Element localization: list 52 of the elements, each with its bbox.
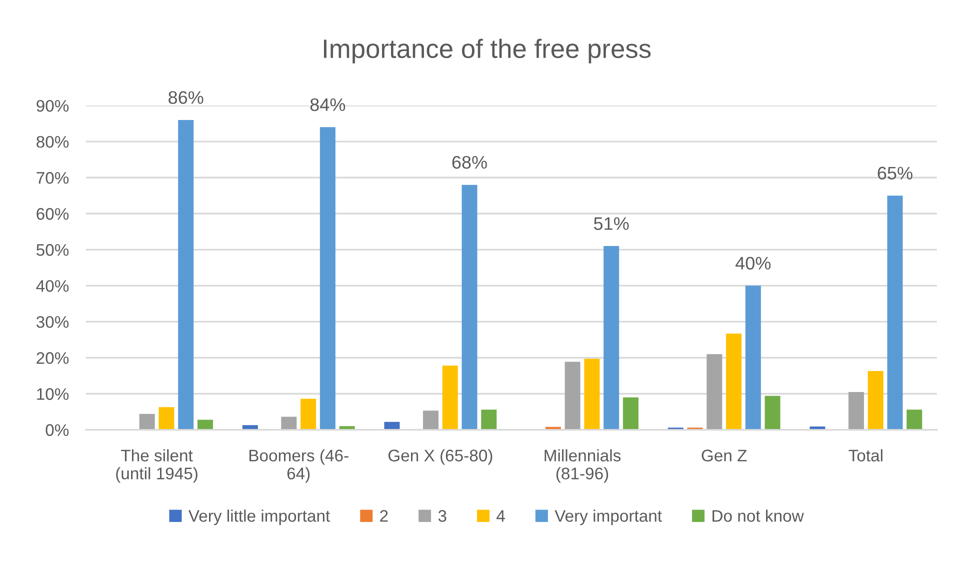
data-label: 84% bbox=[310, 98, 346, 112]
bar bbox=[300, 398, 316, 430]
y-tick-label: 90% bbox=[36, 100, 69, 112]
bar bbox=[584, 358, 600, 430]
y-tick-label: 40% bbox=[36, 280, 69, 292]
y-tick-label: 10% bbox=[37, 388, 69, 400]
bar bbox=[139, 414, 155, 430]
legend-label: 2 bbox=[380, 510, 388, 522]
y-tick-label: 70% bbox=[36, 172, 69, 184]
bar bbox=[462, 184, 478, 430]
x-tick-label: Millennials (81-96) bbox=[544, 449, 621, 483]
bar bbox=[320, 127, 336, 430]
bar bbox=[281, 416, 297, 430]
chart-title: Importance of the free press bbox=[324, 38, 651, 64]
bar bbox=[887, 196, 903, 430]
bar bbox=[564, 362, 580, 430]
bar bbox=[745, 286, 761, 430]
y-tick-label: 50% bbox=[36, 244, 69, 256]
bar bbox=[726, 334, 742, 430]
x-tick-label: The silent (until 1945) bbox=[116, 449, 198, 483]
data-label: 68% bbox=[452, 156, 487, 169]
bar bbox=[848, 392, 864, 430]
bar bbox=[197, 420, 213, 430]
data-label: 65% bbox=[878, 166, 912, 180]
legend-label: Do not know bbox=[712, 510, 804, 522]
y-tick-label: 60% bbox=[36, 208, 69, 220]
bar bbox=[442, 366, 458, 430]
y-tick-label: 30% bbox=[36, 316, 69, 328]
bar bbox=[706, 354, 722, 430]
y-tick-label: 20% bbox=[36, 352, 69, 364]
legend-label: 4 bbox=[496, 510, 505, 522]
legend-label: Very important bbox=[554, 510, 662, 526]
legend-label: 3 bbox=[438, 510, 446, 522]
bar bbox=[868, 371, 884, 430]
data-label: 86% bbox=[168, 91, 204, 104]
data-label: 40% bbox=[736, 256, 771, 270]
bar bbox=[764, 396, 780, 430]
x-tick-label: Total bbox=[848, 449, 882, 462]
bar bbox=[622, 397, 638, 430]
bar bbox=[178, 120, 194, 430]
bar bbox=[604, 246, 620, 430]
x-tick-label: Gen X (65-80) bbox=[388, 449, 492, 465]
bar bbox=[158, 407, 174, 430]
bar bbox=[906, 410, 922, 430]
x-tick-label: Gen Z bbox=[702, 450, 747, 462]
bar bbox=[422, 410, 438, 430]
bar bbox=[481, 410, 497, 430]
y-tick-label: 0% bbox=[46, 424, 69, 436]
y-tick-label: 80% bbox=[36, 136, 69, 148]
data-label: 51% bbox=[594, 217, 629, 230]
legend-label: Very little important bbox=[188, 510, 330, 526]
x-tick-label: Boomers (46-64) bbox=[249, 449, 348, 483]
